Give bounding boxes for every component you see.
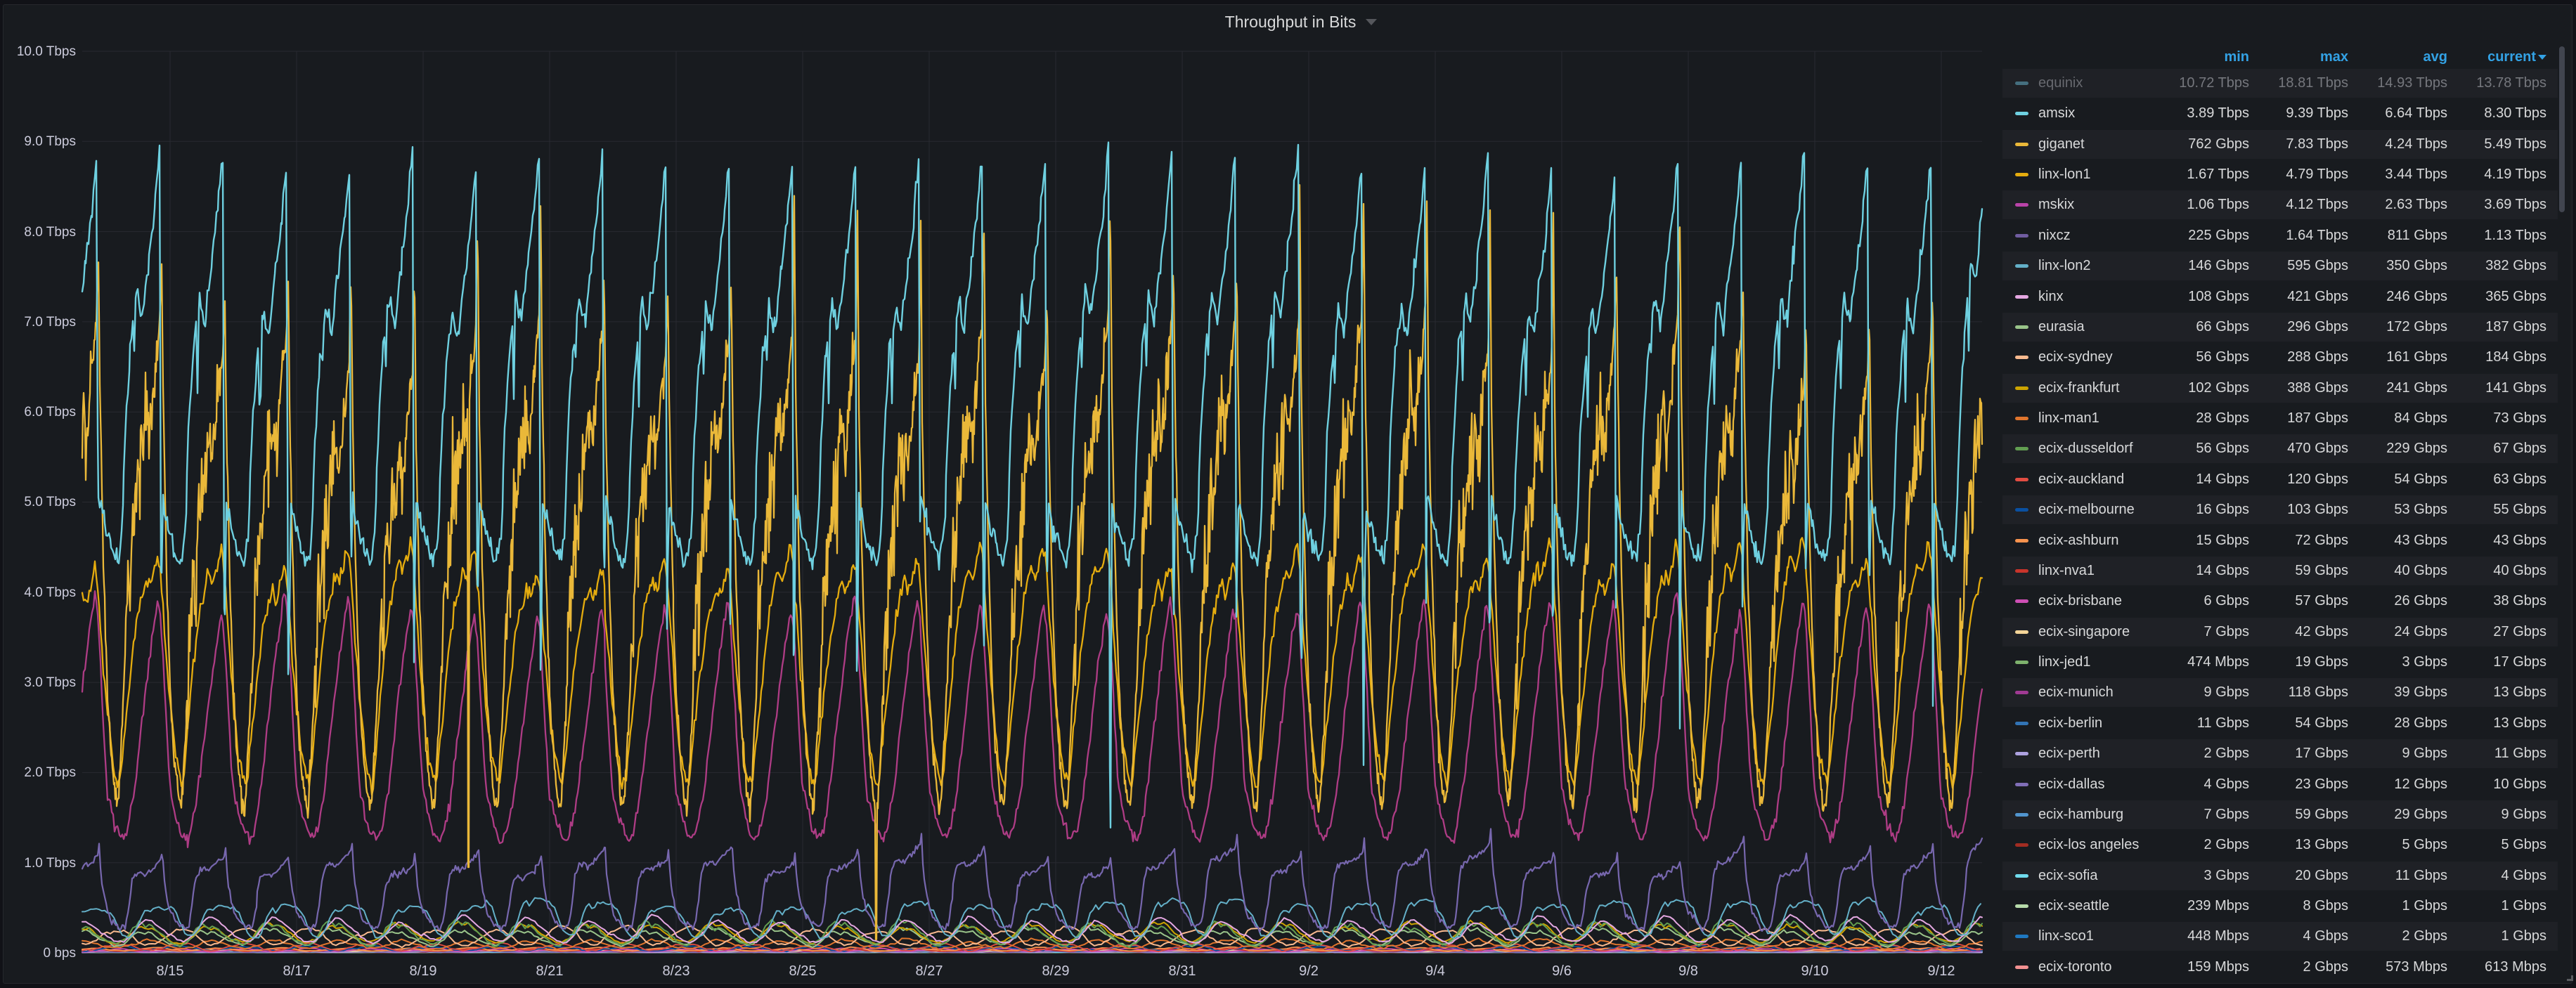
svg-text:9/8: 9/8 <box>1678 963 1698 979</box>
svg-text:0 bps: 0 bps <box>44 946 76 961</box>
svg-text:8/19: 8/19 <box>410 963 437 979</box>
svg-text:8/15: 8/15 <box>157 963 184 979</box>
svg-text:8/27: 8/27 <box>916 963 943 979</box>
svg-text:9/6: 9/6 <box>1552 963 1572 979</box>
svg-text:9/12: 9/12 <box>1928 963 1955 979</box>
svg-text:9/4: 9/4 <box>1425 963 1445 979</box>
svg-text:4.0 Tbps: 4.0 Tbps <box>24 585 76 600</box>
svg-text:8/25: 8/25 <box>789 963 817 979</box>
svg-text:8/17: 8/17 <box>283 963 311 979</box>
svg-text:8/23: 8/23 <box>663 963 690 979</box>
svg-text:1.0 Tbps: 1.0 Tbps <box>24 856 76 871</box>
svg-text:8.0 Tbps: 8.0 Tbps <box>24 225 76 240</box>
svg-text:3.0 Tbps: 3.0 Tbps <box>24 675 76 690</box>
svg-text:6.0 Tbps: 6.0 Tbps <box>24 405 76 420</box>
svg-text:9/2: 9/2 <box>1299 963 1319 979</box>
svg-text:2.0 Tbps: 2.0 Tbps <box>24 765 76 780</box>
svg-text:8/31: 8/31 <box>1169 963 1196 979</box>
svg-text:9.0 Tbps: 9.0 Tbps <box>24 134 76 149</box>
svg-text:7.0 Tbps: 7.0 Tbps <box>24 315 76 330</box>
svg-text:5.0 Tbps: 5.0 Tbps <box>24 495 76 509</box>
svg-text:9/10: 9/10 <box>1801 963 1829 979</box>
svg-text:8/29: 8/29 <box>1042 963 1070 979</box>
svg-text:10.0 Tbps: 10.0 Tbps <box>17 44 76 59</box>
svg-text:8/21: 8/21 <box>536 963 564 979</box>
